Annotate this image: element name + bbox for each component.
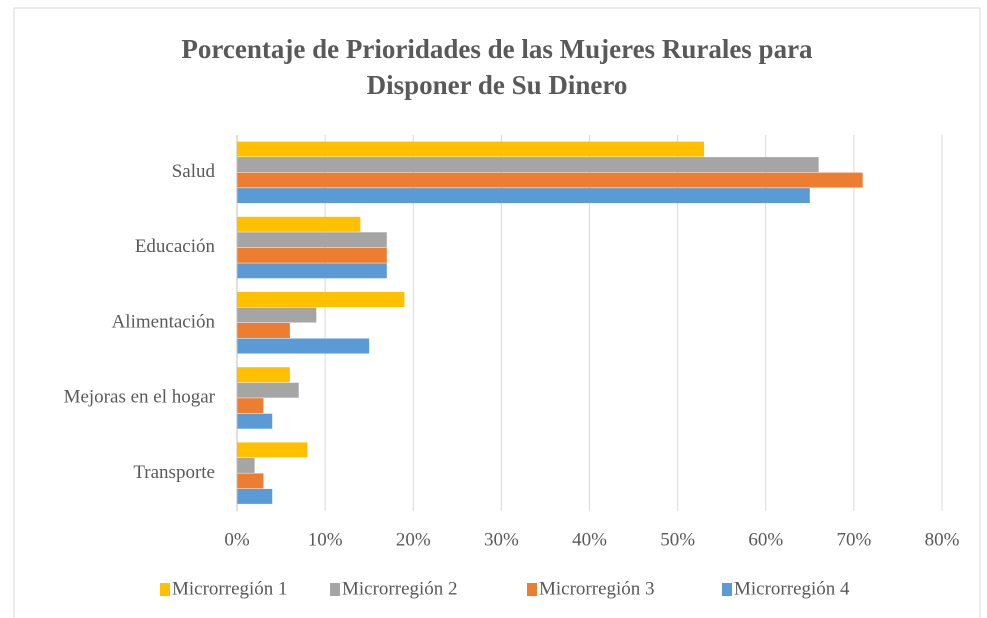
y-tick-label: Salud [172,161,216,182]
bar [237,247,387,263]
chart-title: Porcentaje de Prioridades de las Mujeres… [181,34,813,100]
bar [237,382,299,398]
bar [237,442,308,458]
bar [237,232,387,248]
y-tick-label: Alimentación [112,311,216,332]
legend-label: Microrregión 1 [172,578,288,599]
bar [237,473,264,489]
x-tick-label: 50% [660,529,695,550]
bar [237,157,819,173]
bar [237,292,405,307]
bar [237,307,317,323]
legend-label: Microrregión 3 [539,578,655,599]
x-tick-label: 20% [396,529,431,550]
bar [237,457,255,473]
legend-label: Microrregión 2 [342,578,458,599]
chart-frame [13,7,981,618]
bar [237,488,273,504]
legend-swatch [160,583,170,596]
x-tick-label: 40% [572,529,607,550]
x-tick-label: 80% [925,529,960,550]
bar [237,141,705,157]
y-tick-label: Educación [135,236,216,257]
legend-swatch [527,583,537,596]
bar [237,413,273,429]
legend-swatch [722,583,732,596]
x-tick-label: 30% [484,529,519,550]
bar [237,172,863,188]
x-tick-label: 10% [308,529,343,550]
bar [237,188,810,204]
bar [237,398,264,414]
y-tick-label: Transporte [133,462,215,483]
bar [237,338,370,354]
x-tick-label: 60% [748,529,783,550]
y-tick-label: Mejoras en el hogar [64,387,216,408]
legend-label: Microrregión 4 [734,578,850,599]
bar [237,323,290,338]
bar [237,367,290,383]
x-tick-label: 70% [836,529,871,550]
x-tick-label: 0% [224,529,250,550]
bar [237,263,387,279]
legend-swatch [330,583,340,596]
bar [237,216,361,232]
